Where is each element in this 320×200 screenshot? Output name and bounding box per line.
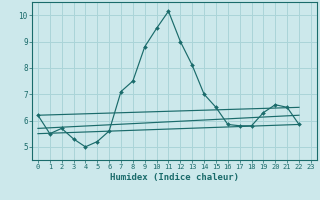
X-axis label: Humidex (Indice chaleur): Humidex (Indice chaleur) xyxy=(110,173,239,182)
